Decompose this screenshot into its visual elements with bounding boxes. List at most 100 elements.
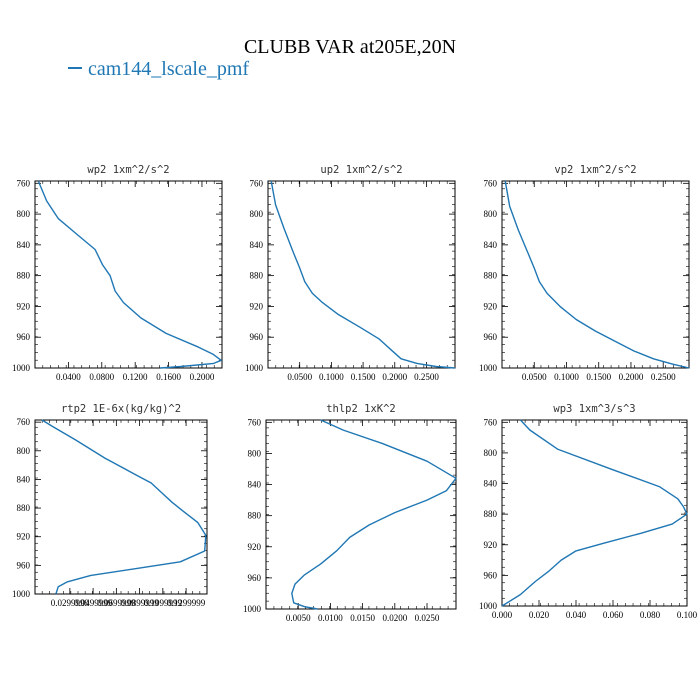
panel-title: thlp2 1xK^2 bbox=[326, 403, 396, 415]
y-tick-label: 880 bbox=[484, 271, 498, 281]
plot-frame bbox=[501, 419, 688, 607]
y-tick-label: 920 bbox=[17, 301, 31, 311]
x-tick-label: 0.0200 bbox=[382, 613, 407, 623]
y-tick-label: 760 bbox=[17, 417, 31, 427]
y-tick-label: 960 bbox=[17, 332, 31, 342]
series-line bbox=[41, 419, 207, 595]
series-line bbox=[37, 180, 222, 369]
y-tick-label: 1000 bbox=[243, 604, 262, 614]
x-tick-label: 0.0899999 bbox=[120, 598, 159, 608]
x-tick-label: 0.2000 bbox=[382, 372, 407, 382]
y-tick-label: 880 bbox=[17, 271, 31, 281]
x-tick-label: 0.2000 bbox=[619, 372, 644, 382]
x-tick-label: 0.080 bbox=[640, 610, 661, 620]
legend: cam144_lscale_pmf bbox=[68, 58, 249, 81]
y-tick-label: 920 bbox=[248, 542, 262, 552]
x-tick-label: 0.0500 bbox=[522, 372, 547, 382]
y-tick-label: 840 bbox=[484, 479, 498, 489]
y-tick-label: 1000 bbox=[479, 601, 498, 611]
y-tick-label: 880 bbox=[484, 509, 498, 519]
y-tick-label: 840 bbox=[250, 240, 264, 250]
x-tick-label: 0.020 bbox=[529, 610, 550, 620]
series-line bbox=[291, 419, 457, 610]
y-tick-label: 960 bbox=[484, 332, 498, 342]
x-tick-label: 0.1000 bbox=[554, 372, 579, 382]
y-tick-label: 920 bbox=[17, 532, 31, 542]
y-tick-label: 880 bbox=[17, 503, 31, 513]
y-tick-label: 960 bbox=[250, 332, 264, 342]
panel-title: wp3 1xm^3/s^3 bbox=[553, 403, 635, 415]
legend-label: cam144_lscale_pmf bbox=[88, 58, 250, 80]
plot-panel-1: wp2 1xm^2/s^2 760 800 840 880 920 960 1000 0.040… bbox=[12, 164, 223, 382]
plot-panel-6: wp3 1xm^3/s^3 760 800 840 880 920 960 10000.000… bbox=[479, 403, 698, 620]
y-tick-label: 760 bbox=[248, 417, 262, 427]
x-tick-label: 0.0500 bbox=[287, 372, 312, 382]
y-tick-label: 800 bbox=[17, 446, 31, 456]
y-tick-label: 960 bbox=[248, 573, 262, 583]
y-tick-label: 1000 bbox=[479, 363, 498, 373]
y-tick-label: 760 bbox=[484, 178, 498, 188]
plot-frame bbox=[34, 419, 208, 595]
plot-frame bbox=[501, 180, 690, 369]
x-tick-label: 0.1200 bbox=[123, 372, 148, 382]
chart-title: CLUBB VAR at205E,20N bbox=[243, 36, 457, 58]
x-tick-label: 0.0800 bbox=[89, 372, 114, 382]
x-tick-label: 0.1099999 bbox=[144, 598, 183, 608]
x-tick-label: 0.0299999 bbox=[51, 598, 90, 608]
x-tick-label: 0.2500 bbox=[651, 372, 676, 382]
plot-panel-2: up2 1xm^2/s^2 760 800 840 880 920 960 1000 0.050… bbox=[245, 164, 456, 382]
series-line bbox=[504, 180, 690, 369]
plot-frame bbox=[267, 180, 456, 369]
x-tick-label: 0.1299999 bbox=[167, 598, 206, 608]
legend-line-icon bbox=[68, 67, 82, 70]
y-tick-label: 760 bbox=[17, 178, 31, 188]
x-tick-label: 0.1500 bbox=[586, 372, 611, 382]
y-tick-label: 800 bbox=[484, 209, 498, 219]
plot-frame bbox=[265, 419, 457, 610]
y-tick-label: 960 bbox=[17, 560, 31, 570]
y-tick-label: 800 bbox=[17, 209, 31, 219]
y-tick-label: 880 bbox=[248, 511, 262, 521]
x-tick-label: 0.1000 bbox=[319, 372, 344, 382]
y-tick-label: 800 bbox=[484, 448, 498, 458]
x-tick-label: 0.0499999 bbox=[74, 598, 113, 608]
x-tick-label: 0.0250 bbox=[415, 613, 440, 623]
x-tick-label: 0.1600 bbox=[156, 372, 181, 382]
panel-title: vp2 1xm^2/s^2 bbox=[554, 164, 636, 176]
panel-title: up2 1xm^2/s^2 bbox=[320, 164, 402, 176]
x-tick-label: 0.0050 bbox=[286, 613, 311, 623]
x-tick-label: 0.0100 bbox=[318, 613, 343, 623]
y-tick-label: 840 bbox=[248, 480, 262, 490]
x-tick-label: 0.2000 bbox=[190, 372, 215, 382]
y-tick-label: 1000 bbox=[12, 589, 31, 599]
y-tick-label: 800 bbox=[250, 209, 264, 219]
y-tick-label: 1000 bbox=[245, 363, 264, 373]
y-tick-label: 840 bbox=[484, 240, 498, 250]
series-line bbox=[270, 180, 456, 369]
y-tick-label: 920 bbox=[484, 540, 498, 550]
y-tick-label: 840 bbox=[17, 240, 31, 250]
y-tick-label: 800 bbox=[248, 448, 262, 458]
y-tick-label: 920 bbox=[250, 301, 264, 311]
x-tick-label: 0.1500 bbox=[351, 372, 376, 382]
y-tick-label: 1000 bbox=[12, 363, 31, 373]
x-tick-label: 0.0699999 bbox=[97, 598, 136, 608]
y-tick-label: 760 bbox=[250, 178, 264, 188]
plot-frame bbox=[34, 180, 223, 369]
y-tick-label: 960 bbox=[484, 570, 498, 580]
plot-panel-3: vp2 1xm^2/s^2 760 800 840 880 920 960 1000 0.050… bbox=[479, 164, 690, 382]
x-tick-label: 0.0150 bbox=[350, 613, 375, 623]
x-tick-label: 0.0400 bbox=[56, 372, 81, 382]
x-tick-label: 0.040 bbox=[566, 610, 587, 620]
x-tick-label: 0.100 bbox=[677, 610, 698, 620]
panel-title: rtp2 1E-6x(kg/kg)^2 bbox=[61, 403, 181, 415]
plot-panel-4: rtp2 1E-6x(kg/kg)^2 760 800 840 880 920 960 100… bbox=[12, 403, 208, 608]
y-tick-label: 880 bbox=[250, 271, 264, 281]
x-tick-label: 0.2500 bbox=[414, 372, 439, 382]
series-line bbox=[501, 419, 688, 607]
y-tick-label: 920 bbox=[484, 301, 498, 311]
panel-title: wp2 1xm^2/s^2 bbox=[87, 164, 169, 176]
y-tick-label: 760 bbox=[484, 417, 498, 427]
plot-panel-5: thlp2 1xK^2 760 800 840 880 920 960 1000 0.0050 0… bbox=[243, 403, 457, 623]
